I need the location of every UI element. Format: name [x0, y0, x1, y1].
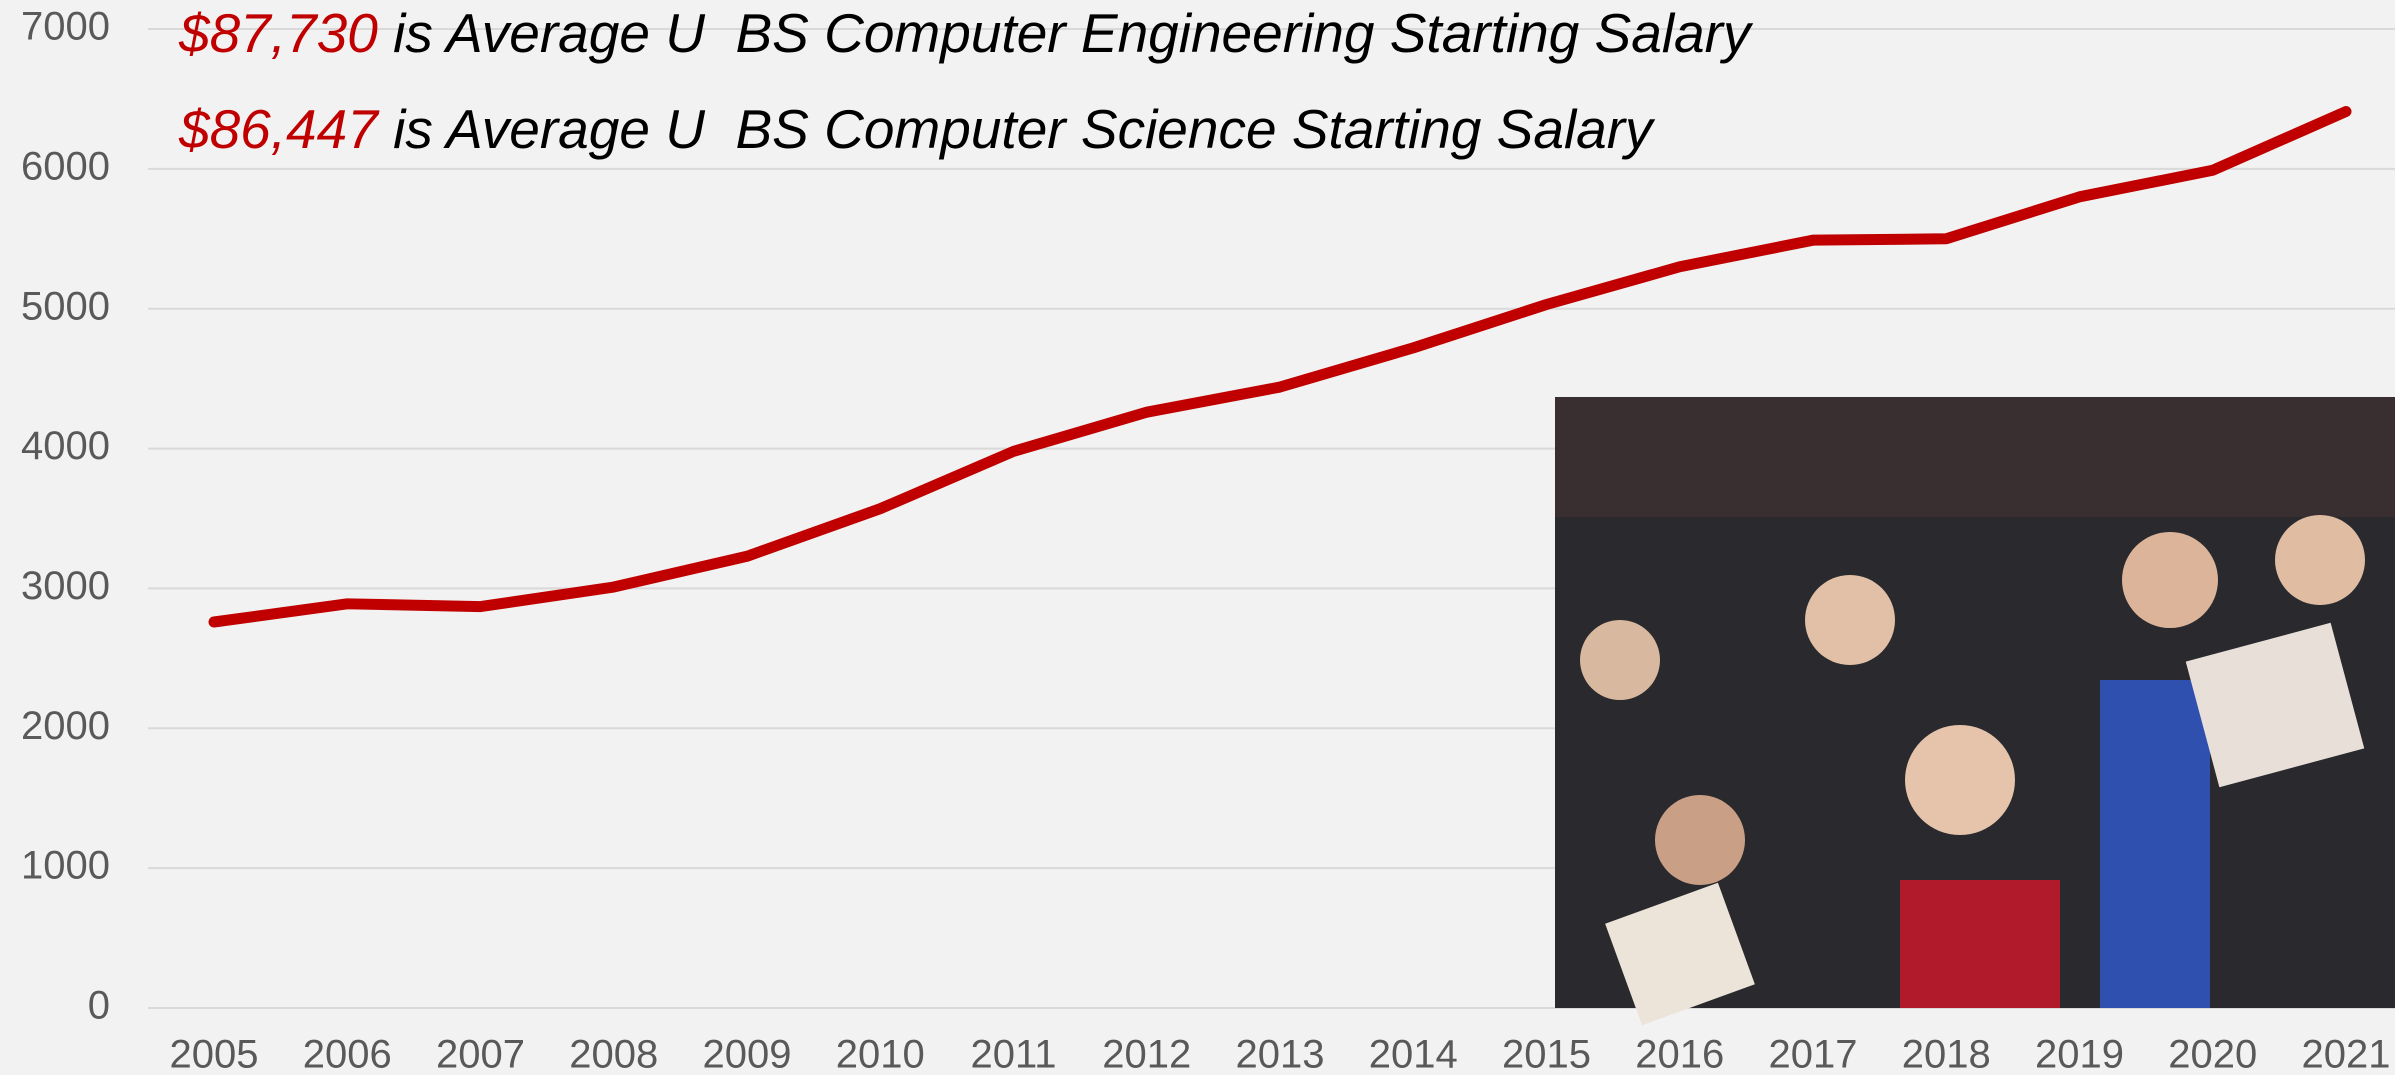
x-tick-label: 2013: [1236, 1033, 1325, 1075]
annotation-text: is Average U BS Computer Science Startin…: [393, 98, 1656, 160]
annotation: $86,447 is Average U BS Computer Science…: [178, 98, 1656, 160]
y-tick-label: 4000: [21, 424, 110, 468]
y-tick-label: 0: [88, 984, 110, 1028]
photo-face: [2122, 532, 2218, 628]
annotation-text: is Average U BS Computer Engineering Sta…: [393, 2, 1754, 64]
x-tick-label: 2019: [2035, 1033, 2124, 1075]
photo-face: [1805, 575, 1895, 665]
photo-face: [2275, 515, 2365, 605]
x-tick-label: 2009: [703, 1033, 792, 1075]
chart: $87,730 is Average U BS Computer Enginee…: [0, 0, 2395, 1075]
y-tick-label: 5000: [21, 284, 110, 328]
x-tick-label: 2021: [2302, 1033, 2391, 1075]
x-tick-label: 2011: [970, 1033, 1056, 1075]
photo-face: [1905, 725, 2015, 835]
annotation-highlight: $86,447: [178, 98, 380, 160]
x-tick-label: 2010: [836, 1033, 925, 1075]
y-tick-label: 3000: [21, 564, 110, 608]
y-tick-label: 1000: [21, 844, 110, 888]
x-tick-label: 2020: [2168, 1033, 2257, 1075]
annotation-highlight: $87,730: [178, 2, 378, 64]
annotation: $87,730 is Average U BS Computer Enginee…: [178, 2, 1754, 64]
x-tick-label: 2018: [1902, 1033, 1991, 1075]
y-tick-label: 7000: [21, 5, 110, 49]
x-tick-label: 2016: [1635, 1033, 1724, 1075]
x-tick-label: 2015: [1502, 1033, 1591, 1075]
graduates-photo: [1555, 397, 2395, 1025]
photo-face: [1580, 620, 1660, 700]
y-tick-label: 2000: [21, 704, 110, 748]
photo-face: [1655, 795, 1745, 885]
photo-gown: [1900, 880, 2060, 1008]
x-tick-label: 2017: [1769, 1033, 1858, 1075]
x-tick-label: 2014: [1369, 1033, 1458, 1075]
x-tick-label: 2005: [170, 1033, 259, 1075]
photo-crowd-back: [1555, 397, 2395, 517]
photo-gown: [2100, 680, 2210, 1008]
y-tick-label: 6000: [21, 144, 110, 188]
x-tick-label: 2008: [569, 1033, 658, 1075]
x-tick-label: 2012: [1102, 1033, 1191, 1075]
x-tick-label: 2007: [436, 1033, 525, 1075]
x-tick-label: 2006: [303, 1033, 392, 1075]
